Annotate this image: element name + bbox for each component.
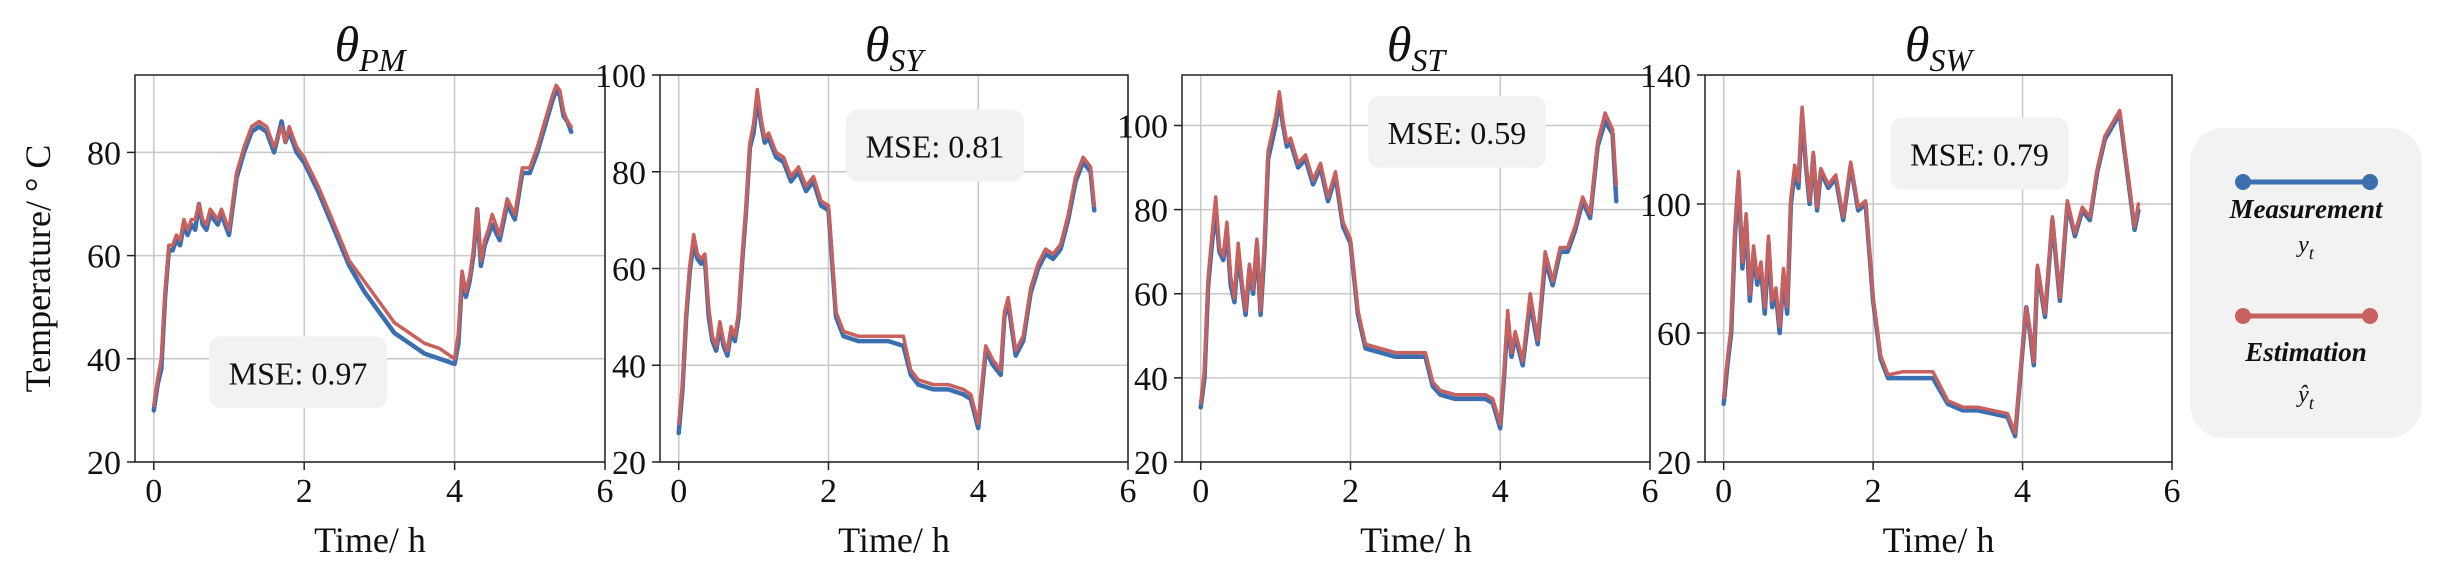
x-axis-label: Time/ h [1360,520,1472,560]
x-tick-label: 2 [1342,473,1359,510]
series-line-estimation [1198,90,1619,426]
chart-title: θSW [1905,16,1976,78]
y-tick-label: 80 [87,135,121,172]
chart-title: θSY [865,16,927,78]
y-tick-label: 60 [612,252,646,289]
chart-title: θPM [335,16,408,78]
x-tick-label: 2 [820,473,837,510]
x-tick-label: 2 [296,473,313,510]
y-tick-label: 60 [87,239,121,276]
x-tick-label: 0 [1192,473,1209,510]
legend: Measurement yt Estimation ŷt [2190,128,2422,438]
y-tick-label: 140 [1640,58,1691,95]
y-tick-label: 100 [1117,108,1168,145]
x-tick-label: 0 [670,473,687,510]
x-tick-label: 2 [1865,473,1882,510]
mse-annotation: MSE: 0.97 [229,355,368,391]
x-tick-label: 4 [970,473,987,510]
mse-annotation: MSE: 0.79 [1910,137,2049,173]
chart-panel-1: 0 2 4 6 20 40 60 80 θPM Time/ h Temperature/ ° C MS… [18,16,614,560]
y-axis-label: Temperature/ ° C [18,145,58,393]
x-tick-label: 4 [446,473,463,510]
y-tick-label: 20 [87,445,121,482]
x-tick-label: 0 [145,473,162,510]
mse-box [1890,117,2069,190]
x-tick-label: 6 [1120,473,1137,510]
y-tick-label: 80 [1134,193,1168,230]
series-line-estimation [1721,105,2141,435]
legend-estimation-symbol: ŷt [2296,382,2315,413]
x-tick-label: 6 [1642,473,1659,510]
chart-title: θST [1387,16,1448,78]
y-tick-label: 40 [612,348,646,385]
y-tick-label: 60 [1134,277,1168,314]
y-tick-label: 20 [612,445,646,482]
y-tick-label: 20 [1134,445,1168,482]
y-tick-label: 100 [595,58,646,95]
x-axis-label: Time/ h [1883,520,1995,560]
legend-measurement-marker [2235,174,2251,190]
y-tick-label: 60 [1657,316,1691,353]
legend-measurement-symbol: yt [2296,232,2315,263]
mse-box [845,109,1024,182]
mse-box [209,336,387,409]
plot-frame [134,74,606,463]
mse-box [1367,95,1546,168]
legend-measurement-label: Measurement [2228,194,2384,224]
mse-annotation: MSE: 0.81 [866,129,1005,165]
series-line-estimation [152,83,573,407]
legend-measurement-marker [2362,174,2378,190]
x-tick-label: 4 [2014,473,2031,510]
series-line-estimation [676,87,1097,426]
x-tick-label: 4 [1492,473,1509,510]
series-line-measurement [151,88,574,413]
x-axis-label: Time/ h [314,520,426,560]
x-axis-label: Time/ h [838,520,950,560]
x-tick-label: 6 [597,473,614,510]
mse-annotation: MSE: 0.59 [1388,115,1527,151]
plot-frame [1181,74,1651,463]
legend-estimation-label: Estimation [2244,337,2367,367]
plot-frame [1704,74,2173,463]
y-tick-label: 40 [87,342,121,379]
legend-estimation-marker [2235,308,2251,324]
y-tick-label: 40 [1134,361,1168,398]
x-tick-label: 6 [2164,473,2181,510]
legend-estimation-marker [2362,308,2378,324]
legend-box [2190,128,2422,438]
y-tick-label: 20 [1657,445,1691,482]
y-tick-label: 80 [612,155,646,192]
x-tick-label: 0 [1715,473,1732,510]
y-tick-label: 100 [1640,187,1691,224]
